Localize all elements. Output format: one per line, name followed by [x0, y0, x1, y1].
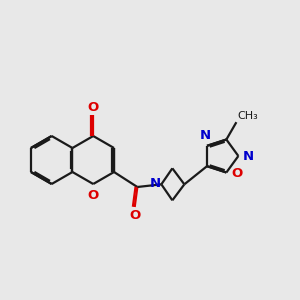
Text: O: O	[88, 101, 99, 114]
Text: O: O	[231, 167, 242, 180]
Text: O: O	[129, 209, 140, 222]
Text: N: N	[200, 130, 211, 142]
Text: N: N	[150, 177, 161, 190]
Text: N: N	[242, 149, 253, 163]
Text: O: O	[87, 189, 98, 202]
Text: CH₃: CH₃	[237, 111, 258, 121]
